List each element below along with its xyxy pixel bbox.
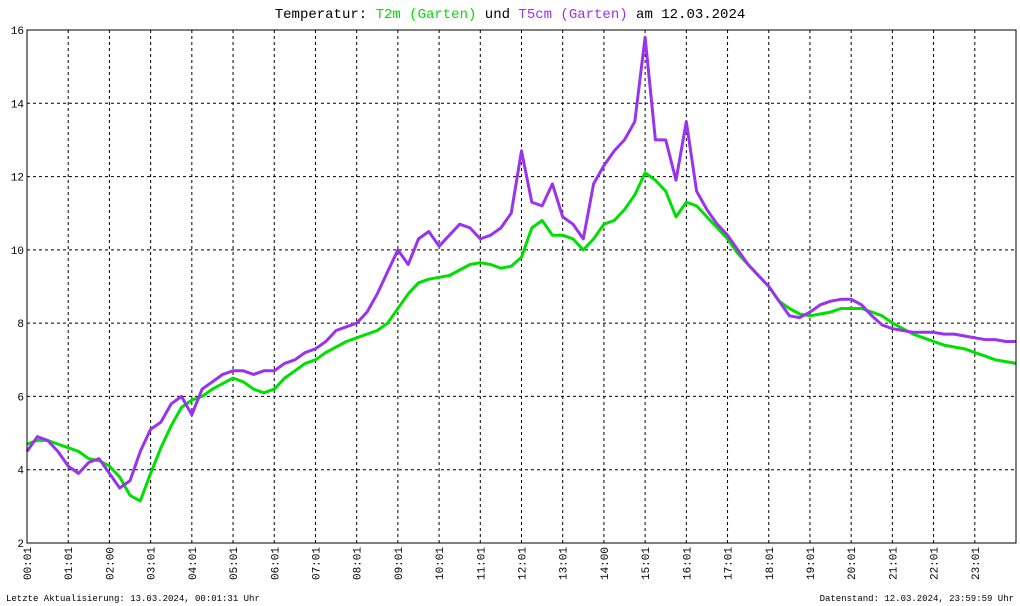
x-tick-label: 04:01 bbox=[188, 547, 200, 580]
data-line bbox=[26, 171, 1017, 503]
x-tick-label: 06:01 bbox=[270, 547, 282, 580]
x-tick-label: 02:00 bbox=[105, 547, 117, 580]
y-tick-label: 8 bbox=[17, 319, 24, 331]
x-tick-label: 00:01 bbox=[23, 547, 35, 580]
title-part: und bbox=[485, 7, 510, 23]
x-tick-label: 17:01 bbox=[724, 547, 736, 580]
y-tick-label: 10 bbox=[11, 246, 24, 258]
x-tick-label: 20:01 bbox=[847, 547, 859, 580]
x-tick-label: 05:01 bbox=[229, 547, 241, 580]
plot-area bbox=[26, 29, 1017, 544]
y-tick-label: 16 bbox=[11, 26, 24, 38]
y-tick-label: 6 bbox=[17, 392, 24, 404]
x-tick-label: 09:01 bbox=[394, 547, 406, 580]
x-tick-label: 23:01 bbox=[971, 547, 983, 580]
data-line bbox=[25, 35, 1016, 490]
x-tick-label: 18:01 bbox=[765, 547, 777, 580]
y-tick-label: 4 bbox=[17, 466, 24, 478]
x-tick-label: 13:01 bbox=[559, 547, 571, 580]
title-part: am 12.03.2024 bbox=[636, 7, 745, 23]
x-tick-label: 16:01 bbox=[682, 547, 694, 580]
x-tick-label: 19:01 bbox=[806, 547, 818, 580]
legend-entry: T5cm (Garten) bbox=[518, 7, 627, 23]
x-tick-label: 08:01 bbox=[353, 547, 365, 580]
x-tick-label: 15:01 bbox=[641, 547, 653, 580]
chart-title: Temperatur: T2m (Garten) und T5cm (Garte… bbox=[275, 7, 746, 23]
y-tick-label: 2 bbox=[17, 539, 24, 551]
title-part: Temperatur: bbox=[275, 7, 367, 23]
x-tick-label: 01:01 bbox=[64, 547, 76, 580]
x-tick-label: 11:01 bbox=[476, 547, 488, 580]
x-tick-label: 07:01 bbox=[311, 547, 323, 580]
legend-entry: T2m (Garten) bbox=[376, 7, 477, 23]
y-tick-label: 14 bbox=[11, 99, 25, 111]
footer-right: Datenstand: 12.03.2024, 23:59:59 Uhr bbox=[820, 594, 1014, 604]
x-tick-label: 22:01 bbox=[930, 547, 942, 580]
x-tick-label: 03:01 bbox=[147, 547, 159, 580]
plot-border bbox=[26, 29, 1017, 544]
y-tick-label: 12 bbox=[11, 173, 24, 185]
x-tick-label: 10:01 bbox=[435, 547, 447, 580]
x-tick-label: 12:01 bbox=[518, 547, 530, 580]
footer-left: Letzte Aktualisierung: 13.03.2024, 00:01… bbox=[6, 594, 260, 604]
x-tick-label: 21:01 bbox=[888, 547, 900, 580]
x-tick-label: 14:00 bbox=[600, 547, 612, 580]
